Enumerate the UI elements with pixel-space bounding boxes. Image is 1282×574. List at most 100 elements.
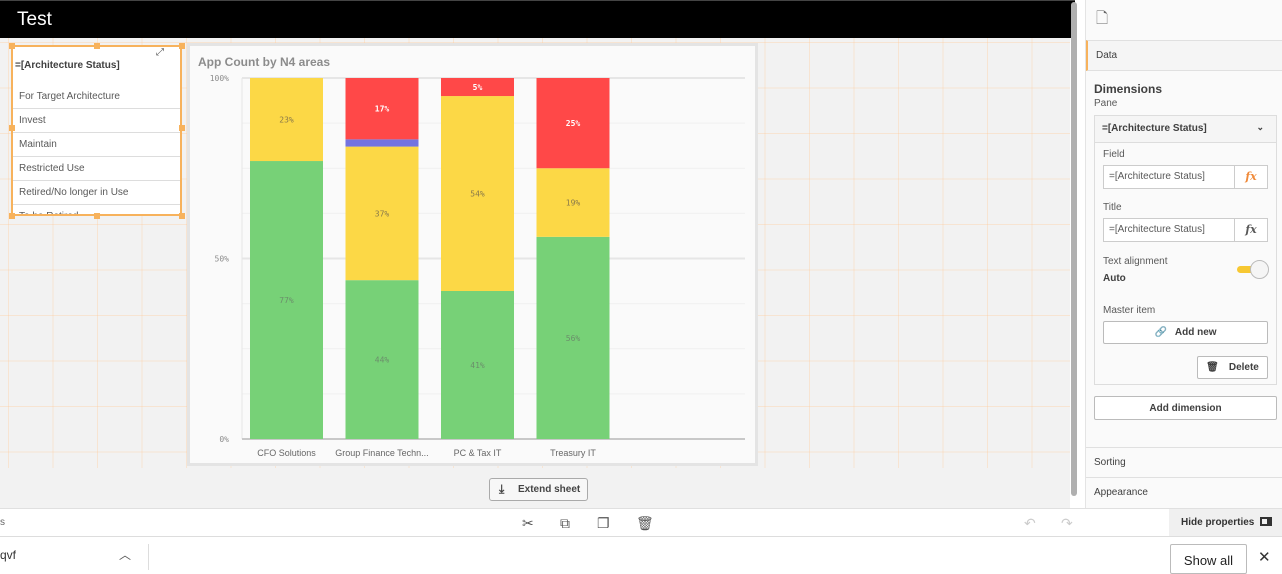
bar-chart: 0% 50% 100% 77% 23% CFO Solutions 44% 37% 17% Gro… [210, 74, 745, 458]
data-label: 77% [279, 296, 294, 305]
data-label: 25% [566, 119, 581, 128]
sheet-scrollbar[interactable] [1071, 2, 1077, 496]
trash-icon: 🗑 [1206, 362, 1219, 373]
cut-icon[interactable]: ✂ [522, 515, 534, 531]
tab-sorting[interactable]: Sorting [1086, 447, 1282, 478]
expression-fx-icon[interactable]: fx [1234, 166, 1267, 188]
tab-data-label: Data [1096, 50, 1118, 61]
list-item[interactable]: Restricted Use [13, 157, 180, 181]
data-label: 17% [375, 105, 390, 114]
bar-segment [345, 280, 419, 439]
add-dimension-label: Add dimension [1149, 403, 1222, 414]
resize-handle[interactable] [9, 125, 15, 131]
add-new-master-item-button[interactable]: 🔗 Add new [1103, 321, 1268, 344]
bar-segment [345, 78, 419, 140]
y-tick-label: 50% [215, 255, 230, 264]
expression-fx-icon[interactable]: fx [1234, 219, 1267, 241]
chevron-down-icon: ⌄ [1256, 122, 1264, 132]
resize-handle[interactable] [179, 125, 185, 131]
master-item-label: Master item [1103, 305, 1156, 316]
data-label: 44% [375, 356, 390, 365]
list-item[interactable]: To be Retired [13, 205, 180, 214]
panel-toggle-icon [1260, 517, 1273, 526]
properties-panel: 🗋 Data Dimensions Pane =[Architecture St… [1085, 0, 1282, 509]
extend-sheet-label: Extend sheet [518, 484, 581, 495]
filter-pane-type-icon: 🗋 [1096, 10, 1109, 27]
y-tick-label: 100% [210, 74, 229, 83]
title-label: Title [1103, 202, 1122, 213]
data-label: 56% [566, 334, 581, 343]
field-label: Field [1103, 149, 1125, 160]
resize-handle[interactable] [9, 43, 15, 49]
text-alignment-toggle[interactable] [1237, 260, 1269, 280]
title-value: =[Architecture Status] [1109, 224, 1205, 235]
bar-segment [441, 96, 514, 291]
resize-handle[interactable] [9, 213, 15, 219]
bar-segment [441, 78, 514, 97]
data-label: 54% [470, 190, 485, 199]
text-alignment-value: Auto [1103, 273, 1126, 284]
download-bar: qvf ︿ Show all ✕ [0, 537, 1282, 574]
add-new-label: Add new [1174, 327, 1217, 338]
bar-segment [536, 168, 610, 237]
y-tick-label: 0% [219, 435, 229, 444]
x-tick-label: CFO Solutions [257, 448, 316, 458]
chart-title: App Count by N4 areas [198, 55, 331, 69]
tab-appearance-label: Appearance [1094, 487, 1148, 498]
sheet-title: Test [17, 9, 52, 30]
title-input[interactable]: =[Architecture Status] fx [1103, 218, 1268, 242]
data-label: 23% [279, 116, 294, 125]
list-item[interactable]: Maintain [13, 133, 180, 157]
copy-icon[interactable]: ⧉ [560, 515, 570, 531]
link-icon: 🔗 [1154, 327, 1167, 338]
show-all-label: Show all [1183, 553, 1234, 568]
bar-segment [250, 161, 323, 439]
sheet-title-bar: Test [0, 0, 1075, 38]
close-icon[interactable]: ✕ [1258, 549, 1271, 566]
resize-handle[interactable] [94, 43, 100, 49]
bar-segment [536, 236, 610, 439]
bar-segment [441, 290, 514, 439]
resize-handle[interactable] [179, 213, 185, 219]
x-tick-label: Treasury IT [550, 448, 596, 458]
chevron-up-icon[interactable]: ︿ [119, 548, 132, 562]
extend-sheet-button[interactable]: ⤓ Extend sheet [489, 478, 588, 501]
dimensions-heading: Dimensions [1094, 82, 1163, 96]
text-alignment-label: Text alignment [1103, 256, 1168, 267]
extend-sheet-icon: ⤓ [499, 482, 505, 496]
add-dimension-button[interactable]: Add dimension [1094, 396, 1277, 420]
toolbar-stub: s [0, 517, 5, 528]
field-input[interactable]: =[Architecture Status] fx [1103, 165, 1268, 189]
show-all-button[interactable]: Show all [1170, 544, 1247, 574]
data-label: 5% [473, 83, 483, 92]
bar-segment [250, 78, 323, 162]
list-item[interactable]: Invest [13, 109, 180, 133]
dimension-header[interactable]: =[Architecture Status] ⌄ [1095, 116, 1276, 143]
x-tick-label: Group Finance Techn... [335, 448, 428, 458]
delete-label: Delete [1228, 362, 1259, 373]
filter-pane-title: =[Architecture Status] [15, 60, 120, 71]
expand-icon[interactable]: ⤢ [156, 47, 164, 58]
delete-icon[interactable]: 🗑 [636, 515, 654, 531]
paste-icon[interactable]: ❐ [597, 515, 610, 531]
data-label: 41% [470, 361, 485, 370]
undo-icon[interactable]: ↶ [1024, 515, 1036, 531]
x-tick-label: PC & Tax IT [454, 448, 502, 458]
bar-segment [345, 146, 419, 281]
redo-icon[interactable]: ↷ [1061, 515, 1073, 531]
pane-label: Pane [1094, 98, 1118, 109]
resize-handle[interactable] [179, 43, 185, 49]
bar-segment [536, 78, 610, 169]
resize-handle[interactable] [94, 213, 100, 219]
data-label: 37% [375, 209, 390, 218]
list-item[interactable]: Retired/No longer in Use [13, 181, 180, 205]
list-item[interactable]: For Target Architecture [13, 85, 180, 109]
tab-sorting-label: Sorting [1094, 457, 1126, 468]
divider [148, 544, 149, 570]
tab-appearance[interactable]: Appearance [1086, 478, 1282, 509]
download-file-name[interactable]: qvf [0, 548, 17, 562]
hide-properties-button[interactable]: Hide properties [1169, 509, 1282, 536]
delete-dimension-button[interactable]: 🗑 Delete [1197, 356, 1268, 379]
tab-data[interactable]: Data [1086, 40, 1282, 71]
edit-toolbar: s ✂ ⧉ ❐ 🗑 ↶ ↷ [0, 508, 1282, 537]
